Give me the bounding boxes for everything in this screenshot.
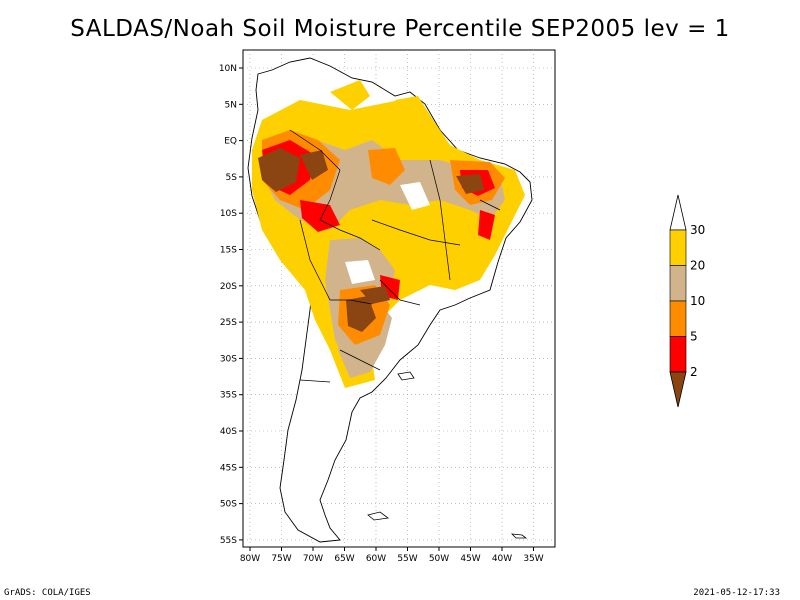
- lat-label: 40S: [220, 427, 237, 437]
- lat-label: 45S: [220, 463, 237, 473]
- lon-label: 45W: [460, 554, 480, 564]
- colorbar-label: 2: [690, 365, 698, 379]
- colorbar-label: 20: [690, 259, 705, 273]
- footer-timestamp: 2021-05-12-17:33: [693, 588, 780, 598]
- lon-label: 50W: [429, 554, 449, 564]
- colorbar-label: 30: [690, 223, 705, 237]
- colorbar-label: 5: [690, 330, 698, 344]
- colorbar-box: [669, 336, 687, 373]
- latitude-labels: 10N 5N EQ 5S 10S 15S 20S 25S 30S 35S 40S 45S 50S 55S: [219, 64, 243, 546]
- colorbar-box: [669, 229, 687, 266]
- lat-label: 5S: [226, 173, 238, 183]
- map-title: SALDAS/Noah Soil Moisture Percentile SEP…: [70, 16, 730, 42]
- lon-label: 75W: [271, 554, 291, 564]
- soil-moisture-field: [252, 80, 525, 388]
- lat-label: 25S: [220, 318, 237, 328]
- lake-or-island: [397, 371, 415, 381]
- colorbar: 30 20 10 5 2: [669, 194, 705, 408]
- colorbar-top-triangle: [669, 194, 687, 231]
- colorbar-box: [669, 300, 687, 337]
- longitude-labels: 80W 75W 70W 65W 60W 55W 50W 45W 40W 35W: [240, 547, 544, 564]
- political-borders: [289, 129, 501, 383]
- lon-label: 55W: [397, 554, 417, 564]
- lat-label: 10S: [220, 209, 237, 219]
- colorbar-bottom-triangle: [669, 371, 687, 408]
- lon-label: 60W: [366, 554, 386, 564]
- lon-label: 40W: [492, 554, 512, 564]
- lat-label: 55S: [220, 536, 237, 546]
- lat-label: 10N: [219, 64, 237, 74]
- lon-label: 35W: [523, 554, 543, 564]
- falkland-islands: [367, 511, 390, 521]
- lat-label: EQ: [224, 137, 237, 147]
- lon-label: 80W: [240, 554, 260, 564]
- lat-label: 30S: [220, 354, 237, 364]
- south-georgia: [510, 533, 528, 539]
- lat-label: 50S: [220, 500, 237, 510]
- colorbar-label: 10: [690, 294, 705, 308]
- footer-credit: GrADS: COLA/IGES: [4, 588, 91, 598]
- lat-label: 35S: [220, 391, 237, 401]
- lon-label: 65W: [334, 554, 354, 564]
- lat-label: 20S: [220, 282, 237, 292]
- colorbar-box: [669, 265, 687, 302]
- lat-label: 5N: [225, 100, 237, 110]
- lon-label: 70W: [303, 554, 323, 564]
- lat-label: 15S: [220, 246, 237, 256]
